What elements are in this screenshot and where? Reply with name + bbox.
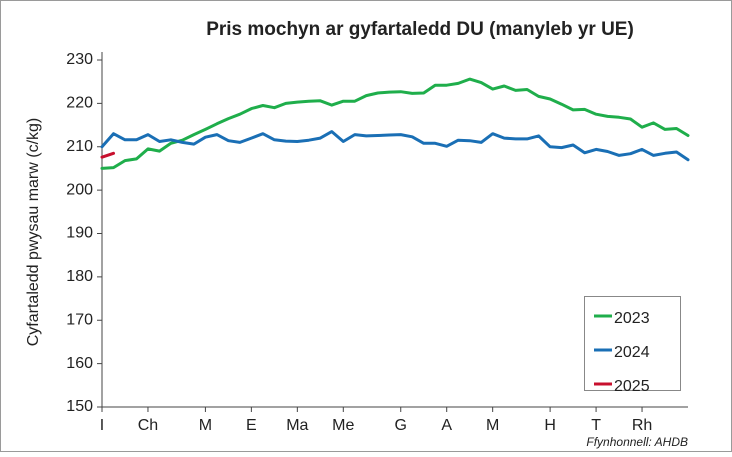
legend-label: 2023 xyxy=(614,310,650,327)
y-tick-label: 190 xyxy=(66,225,93,242)
y-tick-label: 170 xyxy=(66,311,93,328)
y-axis-label: Cyfartaledd pwysau marw (c/kg) xyxy=(25,118,42,347)
legend-label: 2024 xyxy=(614,344,650,361)
x-tick-label: Me xyxy=(332,417,354,434)
x-tick-label: I xyxy=(100,417,104,434)
x-tick-label: T xyxy=(591,417,601,434)
y-tick-label: 230 xyxy=(66,51,93,68)
y-tick-label: 180 xyxy=(66,268,93,285)
y-tick-label: 150 xyxy=(66,398,93,415)
x-tick-label: A xyxy=(441,417,452,434)
x-tick-label: M xyxy=(199,417,212,434)
x-tick-label: H xyxy=(544,417,556,434)
x-tick-label: Ch xyxy=(138,417,158,434)
x-tick-label: Rh xyxy=(632,417,652,434)
x-tick-label: E xyxy=(246,417,257,434)
y-tick-label: 210 xyxy=(66,138,93,155)
legend-box xyxy=(584,296,681,391)
line-series xyxy=(100,77,690,170)
x-tick-label: M xyxy=(486,417,499,434)
legend-label: 2025 xyxy=(614,378,650,395)
x-tick-label: Ma xyxy=(286,417,308,434)
source: Ffynhonnell: AHDB xyxy=(586,435,688,449)
line-series xyxy=(100,151,115,159)
line-series xyxy=(100,130,690,162)
y-tick-label: 200 xyxy=(66,181,93,198)
y-tick-label: 220 xyxy=(66,95,93,112)
x-tick-label: G xyxy=(395,417,407,434)
chart-title: Pris mochyn ar gyfartaledd DU (manyleb y… xyxy=(206,19,634,40)
y-tick-label: 160 xyxy=(66,355,93,372)
